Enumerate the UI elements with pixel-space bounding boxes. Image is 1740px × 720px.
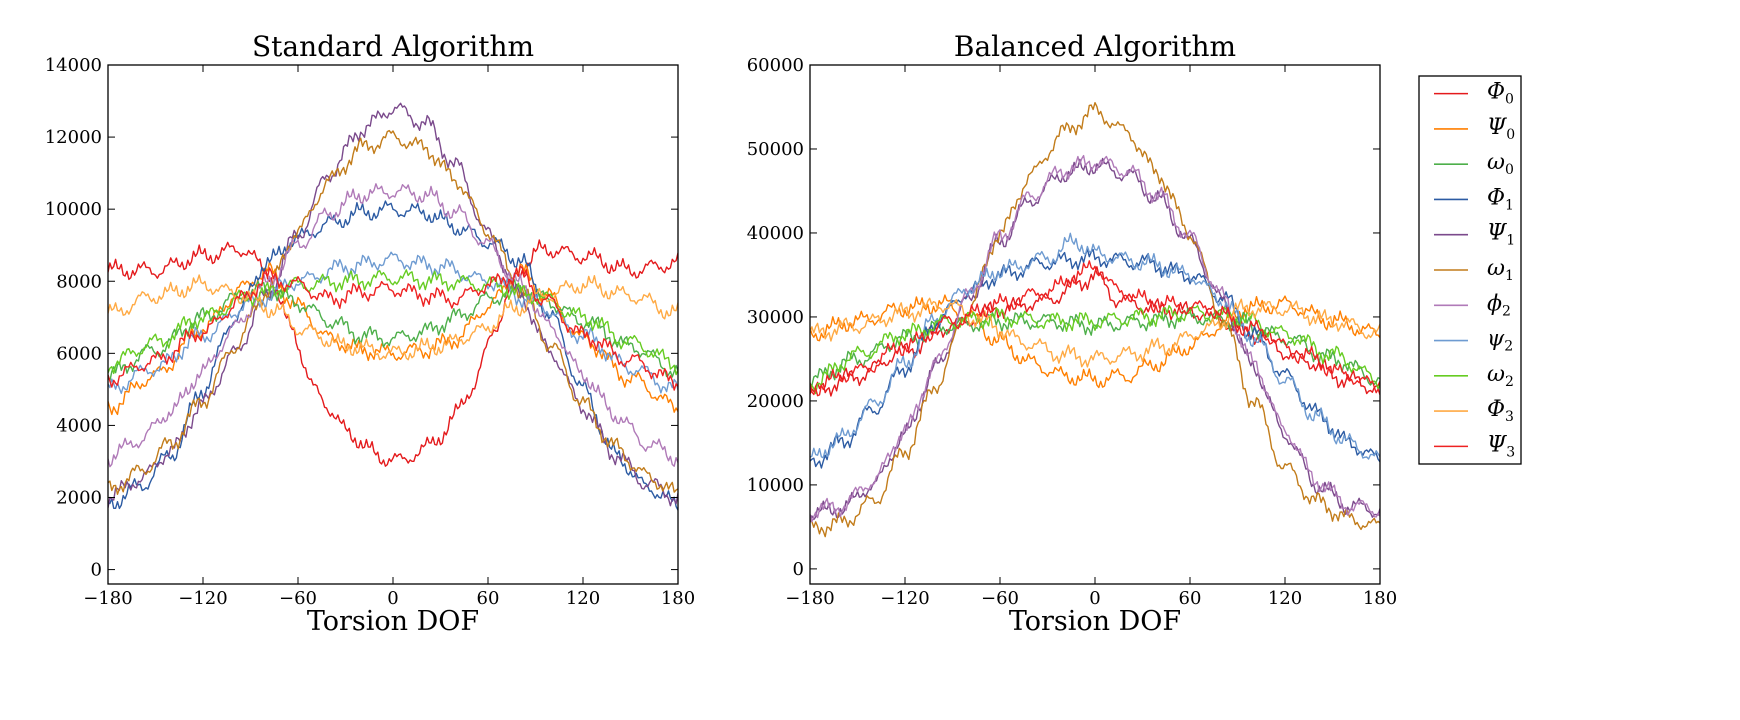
y-tick-label: 30000 — [747, 307, 804, 328]
x-tick-label: 0 — [387, 588, 398, 609]
x-tick-label: −120 — [880, 588, 929, 609]
legend-item: ψ2 — [1434, 327, 1513, 355]
y-tick-label: 12000 — [45, 127, 102, 148]
y-tick-label: 0 — [91, 560, 102, 581]
x-tick-label: 180 — [1363, 588, 1397, 609]
y-tick-label: 6000 — [56, 343, 102, 364]
x-tick-label: 60 — [477, 588, 500, 609]
series-line-1 — [810, 294, 1380, 389]
series-line-7 — [108, 251, 678, 394]
y-tick-label: 50000 — [747, 139, 804, 160]
x-tick-label: −60 — [981, 588, 1019, 609]
y-tick-label: 8000 — [56, 271, 102, 292]
series-line-0 — [810, 266, 1380, 397]
x-tick-label: −60 — [279, 588, 317, 609]
plot-title: Balanced Algorithm — [954, 30, 1236, 63]
legend-label: ω2 — [1487, 362, 1514, 390]
x-tick-label: −120 — [178, 588, 227, 609]
plot-title: Standard Algorithm — [252, 30, 534, 63]
series-line-8 — [108, 269, 678, 376]
series-line-6 — [108, 183, 678, 468]
y-tick-label: 20000 — [747, 391, 804, 412]
series-line-5 — [108, 129, 678, 495]
series-line-8 — [810, 305, 1380, 395]
y-tick-label: 0 — [793, 559, 804, 580]
series-group — [810, 102, 1380, 538]
y-tick-label: 4000 — [56, 415, 102, 436]
x-tick-label: 120 — [566, 588, 600, 609]
y-tick-label: 60000 — [747, 55, 804, 76]
x-tick-label: 120 — [1268, 588, 1302, 609]
series-group — [108, 102, 678, 511]
series-line-9 — [108, 274, 678, 361]
series-line-4 — [108, 102, 678, 508]
series-line-4 — [810, 157, 1380, 523]
y-tick-label: 2000 — [56, 488, 102, 509]
series-line-7 — [810, 232, 1380, 460]
y-tick-label: 10000 — [45, 199, 102, 220]
x-axis-label: Torsion DOF — [1009, 606, 1181, 637]
x-tick-label: −180 — [785, 588, 834, 609]
series-line-2 — [810, 307, 1380, 387]
x-tick-label: 60 — [1179, 588, 1202, 609]
series-line-9 — [810, 297, 1380, 368]
x-tick-label: −180 — [83, 588, 132, 609]
x-tick-label: 0 — [1089, 588, 1100, 609]
series-line-10 — [810, 260, 1380, 397]
balanced-algorithm-plot: Balanced Algorithm Torsion DOF −180 −120 −… — [747, 30, 1397, 637]
standard-algorithm-plot: Standard Algorithm Torsion DOF −180 −120 −… — [45, 30, 695, 637]
series-line-5 — [810, 102, 1380, 538]
y-tick-label: 40000 — [747, 223, 804, 244]
y-tick-label: 10000 — [747, 475, 804, 496]
x-axis-label: Torsion DOF — [307, 606, 479, 637]
x-tick-label: 180 — [661, 588, 695, 609]
legend-label: ψ2 — [1487, 327, 1513, 355]
series-line-3 — [810, 248, 1380, 469]
series-line-0 — [108, 239, 678, 467]
legend-item: ω2 — [1434, 362, 1514, 390]
y-tick-label: 14000 — [45, 55, 102, 76]
series-line-6 — [810, 154, 1380, 523]
series-line-10 — [108, 265, 678, 391]
series-line-3 — [108, 200, 678, 511]
